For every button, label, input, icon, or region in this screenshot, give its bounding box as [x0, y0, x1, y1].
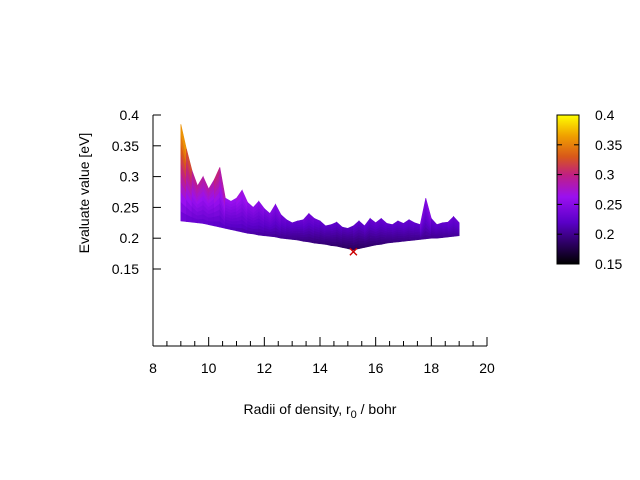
surface-cell	[297, 230, 304, 233]
colorbar-tick-label: 0.2	[595, 226, 615, 242]
surface-cell	[197, 218, 204, 224]
surface-cell	[397, 237, 404, 241]
y-ticks: 0.4 0.35 0.3 0.25 0.2 0.15	[112, 107, 161, 277]
x-tick-label: 16	[368, 360, 384, 376]
colorbar-gradient	[556, 114, 580, 265]
minimum-marker	[349, 247, 358, 256]
y-tick-label: 0.35	[112, 138, 139, 154]
surface-cell	[213, 220, 221, 228]
colorbar-tick-label: 0.35	[595, 137, 622, 153]
y-tick-label: 0.2	[120, 230, 140, 246]
x-axis-label: Radii of density, r0 / bohr	[244, 401, 397, 421]
surface-cell	[302, 238, 310, 243]
surface-cell	[358, 242, 365, 247]
x-ticks: 8 10 12 14 16 18 20	[149, 337, 495, 376]
colorbar-ticks: 0.4 0.35 0.3 0.25 0.2 0.15	[557, 107, 622, 272]
x-tick-label: 14	[312, 360, 328, 376]
surface-cell	[453, 215, 460, 225]
surface-cell	[369, 240, 376, 244]
axes: 8 10 12 14 16 18 20 0.4 0.35 0.3 0.25 0.2 0.15	[112, 107, 495, 376]
surface-cell	[442, 221, 449, 225]
x-axis-label-unit: / bohr	[357, 401, 397, 417]
y-tick-label: 0.4	[120, 107, 140, 123]
x-tick-label: 12	[257, 360, 273, 376]
colorbar-tick-label: 0.25	[595, 196, 622, 212]
surface-cell	[325, 234, 332, 238]
minimum-marker-stroke	[349, 247, 358, 256]
surface-cell	[236, 227, 243, 233]
y-tick-label: 0.15	[112, 261, 139, 277]
surface-cell	[380, 238, 388, 243]
y-tick-label: 0.3	[120, 169, 140, 185]
y-axis-label: Evaluate value [eV]	[76, 133, 92, 254]
x-axis-label-subscript: 0	[351, 409, 357, 421]
y-tick-label: 0.25	[112, 199, 139, 215]
x-axis-label-main: Radii of density, r	[244, 401, 351, 417]
x-tick-label: 18	[424, 360, 440, 376]
colorbar: 0.4 0.35 0.3 0.25 0.2 0.15	[556, 107, 622, 272]
surface-cell	[230, 220, 237, 225]
colorbar-tick-label: 0.4	[595, 107, 615, 123]
x-tick-label: 20	[479, 360, 495, 376]
colorbar-tick-label: 0.3	[595, 167, 615, 183]
surface-cell	[208, 220, 215, 227]
x-tick-label: 10	[201, 360, 217, 376]
colorbar-tick-label: 0.15	[595, 256, 622, 272]
surface-layer	[180, 124, 460, 251]
x-tick-label: 8	[149, 360, 157, 376]
surface-cell	[330, 241, 338, 245]
